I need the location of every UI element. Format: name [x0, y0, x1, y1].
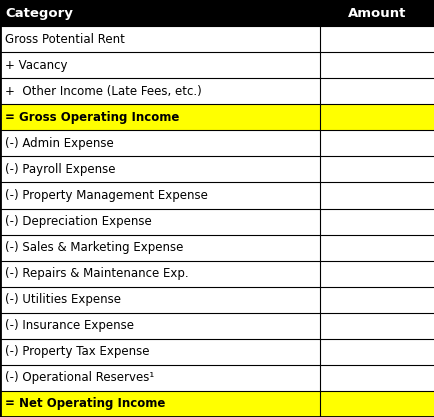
Bar [0, 261, 319, 287]
Bar [319, 261, 434, 287]
Bar [319, 208, 434, 234]
Bar [0, 130, 319, 156]
Text: (-) Repairs & Maintenance Exp.: (-) Repairs & Maintenance Exp. [5, 267, 188, 280]
Text: + Vacancy: + Vacancy [5, 59, 68, 72]
Bar [319, 78, 434, 104]
Text: (-) Admin Expense: (-) Admin Expense [5, 137, 114, 150]
Text: Gross Potential Rent: Gross Potential Rent [5, 33, 125, 45]
Bar [0, 339, 319, 365]
Text: = Gross Operating Income: = Gross Operating Income [5, 111, 179, 124]
Bar [0, 52, 319, 78]
Bar [319, 391, 434, 417]
Bar [319, 26, 434, 52]
Bar [0, 391, 319, 417]
Bar [319, 52, 434, 78]
Bar [0, 26, 319, 52]
Text: Category: Category [5, 7, 73, 20]
Text: (-) Insurance Expense: (-) Insurance Expense [5, 319, 134, 332]
Bar [319, 183, 434, 208]
Bar [319, 234, 434, 261]
Bar [319, 313, 434, 339]
Text: (-) Operational Reserves¹: (-) Operational Reserves¹ [5, 372, 154, 384]
Text: = Net Operating Income: = Net Operating Income [5, 397, 165, 410]
Bar [319, 0, 434, 26]
Text: Amount: Amount [347, 7, 406, 20]
Text: (-) Utilities Expense: (-) Utilities Expense [5, 293, 121, 306]
Bar [0, 208, 319, 234]
Bar [0, 313, 319, 339]
Bar [0, 78, 319, 104]
Bar [319, 130, 434, 156]
Bar [0, 156, 319, 183]
Bar [0, 365, 319, 391]
Bar [319, 339, 434, 365]
Bar [319, 104, 434, 130]
Text: (-) Sales & Marketing Expense: (-) Sales & Marketing Expense [5, 241, 183, 254]
Text: (-) Property Management Expense: (-) Property Management Expense [5, 189, 207, 202]
Bar [319, 156, 434, 183]
Bar [0, 0, 319, 26]
Text: +  Other Income (Late Fees, etc.): + Other Income (Late Fees, etc.) [5, 85, 201, 98]
Bar [319, 365, 434, 391]
Bar [0, 287, 319, 313]
Bar [0, 234, 319, 261]
Bar [0, 183, 319, 208]
Text: (-) Depreciation Expense: (-) Depreciation Expense [5, 215, 151, 228]
Bar [0, 104, 319, 130]
Bar [319, 287, 434, 313]
Text: (-) Payroll Expense: (-) Payroll Expense [5, 163, 115, 176]
Text: (-) Property Tax Expense: (-) Property Tax Expense [5, 345, 149, 358]
